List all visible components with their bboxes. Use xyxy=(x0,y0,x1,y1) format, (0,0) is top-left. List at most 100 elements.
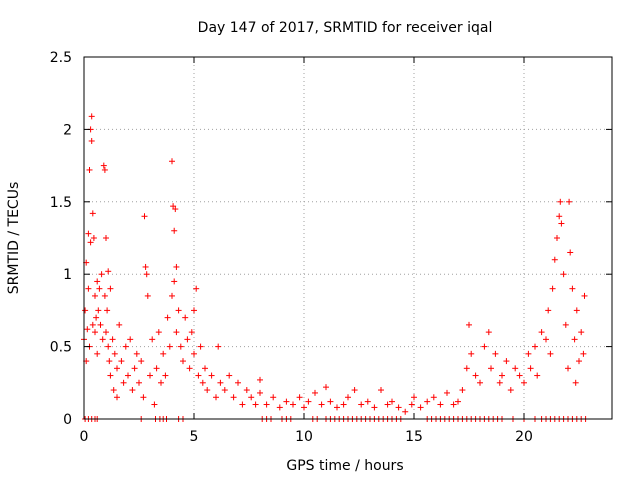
y-axis-label: SRMTID / TECUs xyxy=(6,182,22,295)
data-point xyxy=(90,235,97,241)
data-point xyxy=(402,408,409,415)
data-point xyxy=(208,372,215,379)
data-point xyxy=(191,350,197,357)
data-point xyxy=(485,329,492,336)
data-point xyxy=(560,271,567,278)
data-point xyxy=(569,285,576,292)
data-point xyxy=(512,365,519,372)
data-point xyxy=(197,343,204,350)
data-point xyxy=(408,401,415,408)
data-point xyxy=(437,401,444,408)
data-point xyxy=(305,398,312,405)
data-point xyxy=(107,372,114,379)
data-point xyxy=(105,268,112,275)
data-point xyxy=(155,329,162,336)
data-point xyxy=(87,239,94,246)
data-point xyxy=(127,336,134,343)
data-point xyxy=(496,379,503,386)
data-point xyxy=(276,404,283,411)
data-point xyxy=(566,198,573,205)
data-point xyxy=(215,343,222,350)
data-point xyxy=(248,394,255,401)
data-point xyxy=(557,198,564,205)
plot-frame xyxy=(83,56,613,420)
data-point xyxy=(499,372,505,379)
data-point xyxy=(477,379,483,386)
data-point xyxy=(507,387,514,394)
data-point xyxy=(430,394,437,401)
data-point xyxy=(340,401,347,408)
data-point xyxy=(147,372,153,379)
data-point xyxy=(466,321,472,328)
data-point xyxy=(164,314,171,321)
data-point xyxy=(301,404,307,411)
x-tick-label: 20 xyxy=(515,429,533,445)
data-point xyxy=(239,401,246,408)
data-point xyxy=(532,343,538,350)
data-point xyxy=(270,394,277,401)
data-point xyxy=(160,350,167,357)
y-tick-label: 2 xyxy=(63,122,72,138)
data-point xyxy=(136,379,142,386)
data-point xyxy=(85,230,92,237)
data-point xyxy=(351,387,358,394)
data-point xyxy=(202,365,208,372)
data-point xyxy=(103,235,109,241)
data-point xyxy=(411,394,417,401)
data-point xyxy=(110,387,117,394)
data-point xyxy=(141,213,148,220)
data-point xyxy=(93,314,100,321)
data-point xyxy=(105,343,112,350)
data-point xyxy=(580,350,587,357)
data-point xyxy=(104,307,111,314)
data-point xyxy=(85,285,92,292)
data-point xyxy=(364,398,371,405)
data-point xyxy=(389,398,395,405)
x-axis-ticks: 0 5 10 15 20 xyxy=(80,57,533,445)
data-point xyxy=(166,343,173,350)
data-point xyxy=(149,336,156,343)
data-point xyxy=(527,365,534,372)
data-point xyxy=(142,263,149,270)
data-point xyxy=(88,113,95,120)
data-point xyxy=(547,350,554,357)
data-point xyxy=(171,227,178,234)
data-point xyxy=(118,358,125,365)
data-point xyxy=(114,365,120,372)
data-point xyxy=(417,404,424,411)
data-point xyxy=(144,292,151,299)
data-point xyxy=(169,158,175,165)
data-point xyxy=(213,394,219,401)
data-point xyxy=(578,329,585,336)
data-point xyxy=(82,307,89,314)
data-point xyxy=(565,365,571,372)
data-point xyxy=(186,365,193,372)
data-point xyxy=(481,343,488,350)
data-point xyxy=(101,166,108,173)
data-point xyxy=(323,384,329,391)
y-tick-label: 0.5 xyxy=(50,340,72,356)
data-point xyxy=(116,321,123,328)
data-point xyxy=(573,307,580,314)
x-tick-label: 10 xyxy=(295,429,313,445)
data-point xyxy=(204,387,211,394)
y-tick-label: 1 xyxy=(63,267,72,283)
data-point xyxy=(103,329,109,336)
x-axis-label: GPS time / hours xyxy=(286,458,403,474)
data-point xyxy=(84,326,91,333)
data-point xyxy=(106,358,113,365)
data-point xyxy=(538,329,545,336)
data-point xyxy=(162,372,169,379)
data-point xyxy=(521,379,527,386)
data-point xyxy=(492,350,499,357)
data-point xyxy=(129,387,136,394)
data-point xyxy=(140,394,147,401)
data-point xyxy=(371,404,378,411)
data-point xyxy=(191,307,197,314)
data-point xyxy=(468,350,475,357)
data-point xyxy=(384,401,391,408)
data-point xyxy=(94,278,101,285)
data-point xyxy=(101,292,108,299)
data-point xyxy=(95,307,102,314)
data-point xyxy=(252,401,259,408)
